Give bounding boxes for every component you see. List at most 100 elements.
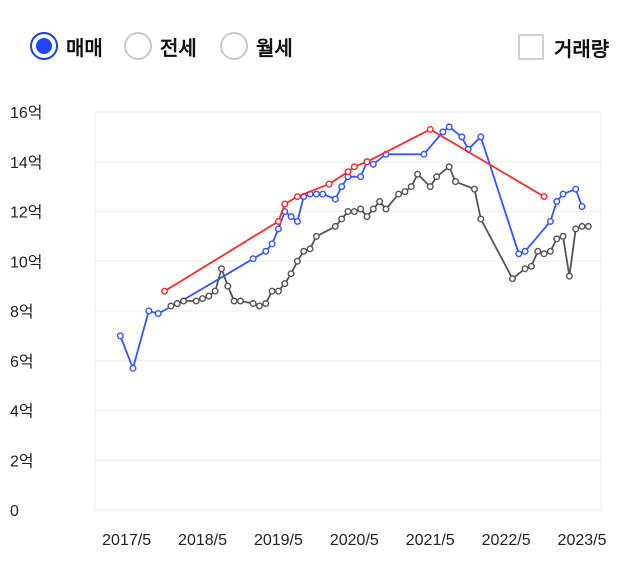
data-point: [477, 133, 485, 141]
data-point: [319, 190, 327, 198]
x-tick-label: 2019/5: [254, 532, 303, 549]
series-line-1: [119, 126, 583, 370]
volume-toggle-label: 거래량: [554, 38, 610, 61]
data-point: [452, 178, 460, 186]
data-point: [325, 180, 333, 188]
data-point: [262, 247, 270, 255]
data-point: [559, 232, 567, 240]
data-point: [471, 185, 479, 193]
data-point: [477, 215, 485, 223]
data-point: [167, 302, 175, 310]
radio-sale-label: 매매: [66, 37, 103, 60]
data-point: [312, 190, 320, 198]
checkbox-icon: [518, 34, 544, 60]
data-point: [508, 275, 516, 283]
data-point: [369, 205, 377, 213]
radio-monthly-rent[interactable]: 월세: [220, 30, 293, 62]
data-point: [572, 185, 580, 193]
data-point: [180, 297, 188, 305]
x-tick-label: 2018/5: [178, 532, 227, 549]
data-point: [565, 272, 573, 280]
data-point: [287, 212, 295, 220]
data-point: [199, 295, 207, 303]
data-point: [578, 222, 586, 230]
data-point: [192, 297, 200, 305]
radio-monthly-rent-label: 월세: [256, 37, 293, 60]
series-line-2: [164, 128, 545, 292]
y-tick-label: 0: [10, 503, 19, 520]
data-point: [376, 198, 384, 206]
radio-unselected-icon: [220, 32, 248, 60]
data-point: [116, 332, 124, 340]
data-point: [249, 255, 257, 263]
price-chart: 0 2억 4억 6억 8억 10억 12억 14억 16억 2017/5 2018/5 2019/5…: [10, 104, 607, 549]
data-point: [350, 163, 358, 171]
data-point: [433, 173, 441, 181]
data-point: [217, 265, 225, 273]
series-layer: [116, 123, 592, 372]
y-tick-label: 10억: [10, 253, 43, 271]
data-point: [445, 123, 453, 131]
data-point: [426, 183, 434, 191]
volume-toggle[interactable]: 거래량: [518, 32, 609, 62]
data-point: [357, 173, 365, 181]
data-point: [145, 307, 153, 315]
data-point: [369, 160, 377, 168]
data-point: [249, 300, 257, 308]
data-point: [230, 297, 238, 305]
data-point: [173, 300, 181, 308]
data-point: [584, 222, 592, 230]
data-point: [287, 270, 295, 278]
x-tick-label: 2022/5: [482, 532, 531, 549]
data-point: [350, 207, 358, 215]
data-point: [262, 300, 270, 308]
data-point: [161, 287, 169, 295]
y-tick-label: 12억: [10, 204, 43, 222]
chart-controls: 매매 전세 월세 거래량: [0, 0, 640, 90]
data-point: [293, 193, 301, 201]
data-point: [395, 190, 403, 198]
data-point: [344, 168, 352, 176]
data-point: [521, 265, 529, 273]
data-point: [205, 292, 213, 300]
y-tick-label: 8억: [10, 303, 34, 321]
data-point: [338, 215, 346, 223]
data-point: [540, 193, 548, 201]
radio-unselected-icon: [124, 32, 152, 60]
y-tick-label: 4억: [10, 403, 34, 421]
data-point: [211, 287, 219, 295]
data-point: [363, 212, 371, 220]
data-point: [255, 302, 263, 310]
x-axis: 2017/5 2018/5 2019/5 2020/5 2021/5 2022/5 2023…: [102, 532, 606, 549]
data-point: [401, 188, 409, 196]
x-tick-label: 2020/5: [330, 532, 379, 549]
radio-jeonse[interactable]: 전세: [124, 30, 197, 62]
data-point: [553, 235, 561, 243]
radio-jeonse-label: 전세: [160, 37, 197, 60]
data-point: [268, 240, 276, 248]
data-point: [363, 158, 371, 166]
grid: [94, 111, 602, 511]
data-point: [458, 133, 466, 141]
data-point: [236, 297, 244, 305]
data-point: [414, 170, 422, 178]
data-point: [154, 309, 162, 317]
x-tick-label: 2023/5: [558, 532, 607, 549]
data-point: [534, 247, 542, 255]
data-point: [521, 247, 529, 255]
data-point: [281, 280, 289, 288]
data-point: [281, 200, 289, 208]
y-tick-label: 2억: [10, 452, 34, 470]
data-point: [274, 287, 282, 295]
y-axis: 0 2억 4억 6억 8억 10억 12억 14억 16억: [10, 104, 43, 520]
data-point: [559, 190, 567, 198]
data-point: [129, 364, 137, 372]
radio-sale[interactable]: 매매: [30, 30, 103, 62]
radio-selected-icon: [30, 32, 58, 60]
data-point: [445, 163, 453, 171]
data-point: [420, 150, 428, 158]
data-point: [274, 225, 282, 233]
data-point: [382, 205, 390, 213]
y-tick-label: 14억: [10, 154, 43, 172]
y-tick-label: 16억: [10, 104, 43, 122]
